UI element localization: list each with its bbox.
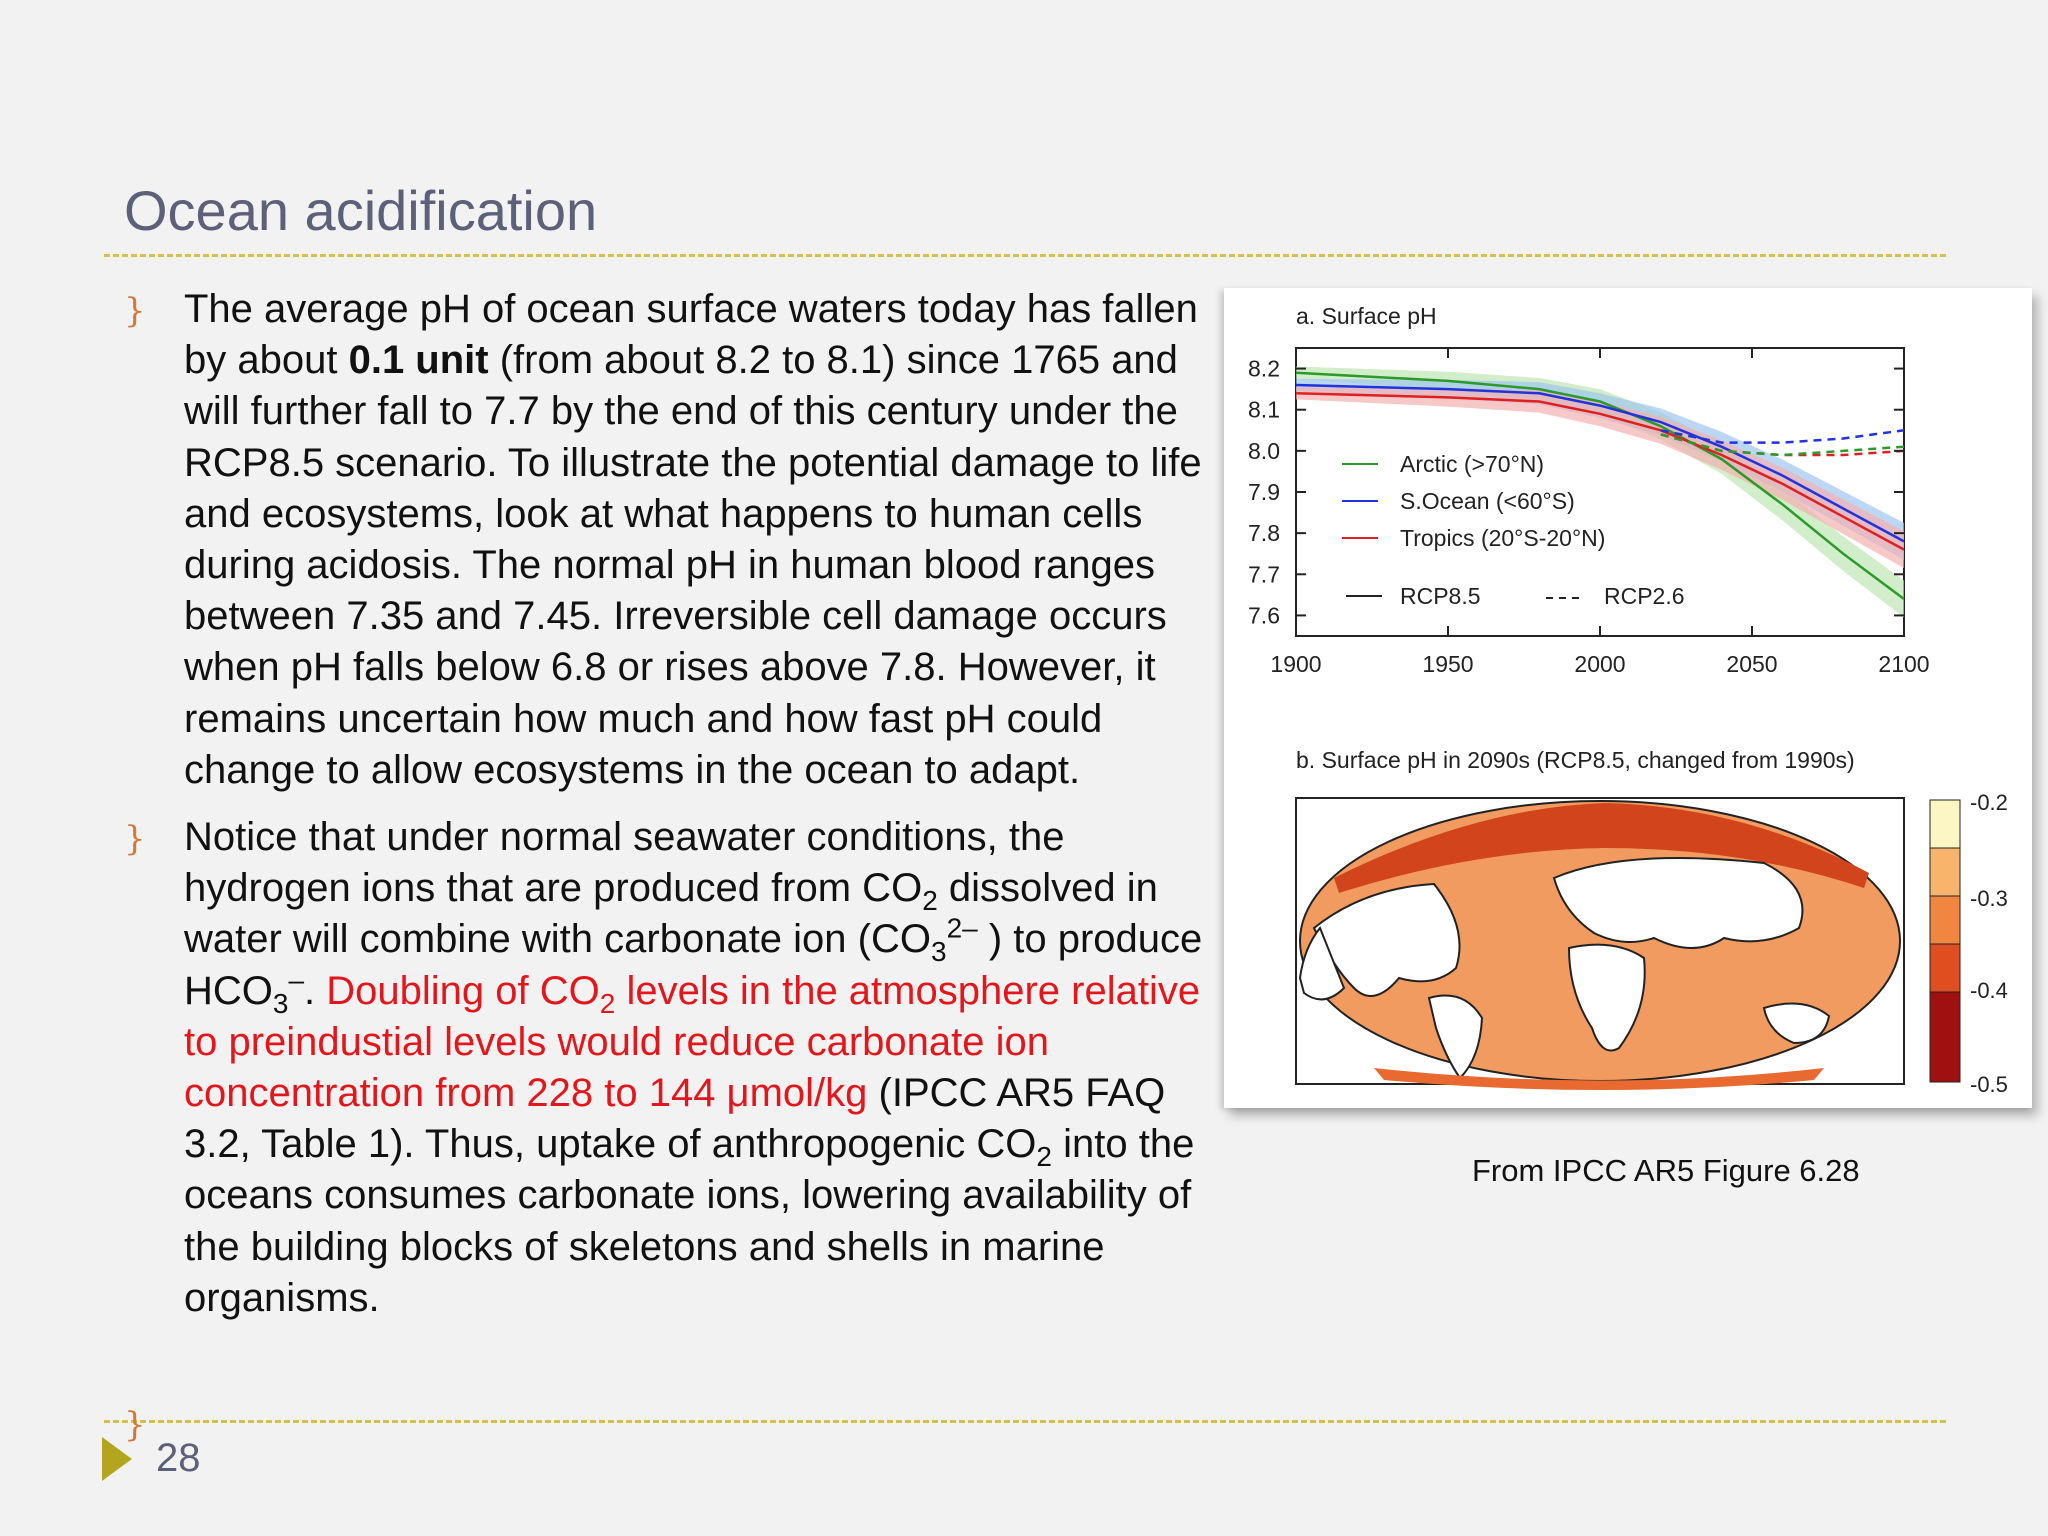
y-tick-label: 7.6 (1248, 602, 1280, 628)
series-line (1295, 383, 1905, 543)
bullet-2: } Notice that under normal seawater cond… (124, 815, 1203, 1320)
continent-south-america (1427, 994, 1484, 1080)
footer-divider (104, 1420, 1946, 1423)
legend-label-rcp85: RCP8.5 (1400, 583, 1481, 609)
panel-a-legend: Arctic (>70°N) S.Ocean (<60°S) Tropics (… (1342, 451, 1685, 609)
triangle-arrow-icon (102, 1437, 132, 1481)
y-tick-label: 7.8 (1248, 520, 1280, 546)
y-tick-label: 8.2 (1248, 356, 1280, 382)
legend-label-tropics: Tropics (20°S-20°N) (1400, 525, 1605, 551)
x-tick-label: 2050 (1726, 651, 1777, 677)
continent-east-asia (1298, 926, 1346, 1001)
world-map (1298, 800, 1901, 1090)
page-number: 28 (156, 1436, 201, 1480)
slide-title: Ocean acidification (124, 179, 598, 242)
colorbar-tick: -0.3 (1970, 886, 2008, 911)
uncertainty-band (1296, 387, 1904, 569)
uncertainty-bands (1296, 366, 1904, 618)
colorbar-swatch (1929, 991, 1961, 1083)
continent-australia (1762, 1002, 1831, 1045)
series-lines (1295, 371, 1905, 601)
figure-svg: a. Surface pH 1900 1950 2000 2050 2100 8.2 8.1… (1248, 303, 2008, 1097)
colorbar: -0.2 -0.3 -0.4 -0.5 (1929, 790, 2008, 1097)
legend-label-arctic: Arctic (>70°N) (1400, 451, 1544, 477)
x-tick-label: 1900 (1270, 651, 1321, 677)
x-tick-label: 1950 (1422, 651, 1473, 677)
y-tick-label: 7.7 (1248, 561, 1280, 587)
panel-a-axes: 1900 1950 2000 2050 2100 8.2 8.1 8.0 7.9 7.8 7.7 7.… (1248, 348, 1930, 677)
colorbar-swatch (1929, 847, 1961, 897)
ipcc-figure: a. Surface pH 1900 1950 2000 2050 2100 8.2 8.1… (1224, 288, 2032, 1108)
colorbar-swatch (1929, 943, 1961, 993)
panel-b-title: b. Surface pH in 2090s (RCP8.5, changed … (1296, 747, 1855, 773)
figure-caption: From IPCC AR5 Figure 6.28 (1472, 1153, 1860, 1188)
bullet-marker: } (124, 291, 146, 331)
y-tick-label: 7.9 (1248, 479, 1280, 505)
bullet-marker: } (124, 819, 146, 860)
continent-eurasia (1552, 857, 1804, 949)
colorbar-tick: -0.4 (1970, 978, 2008, 1003)
title-divider (104, 254, 1946, 257)
y-tick-label: 8.0 (1248, 438, 1280, 464)
colorbar-swatch (1929, 799, 1961, 849)
legend-label-southern-ocean: S.Ocean (<60°S) (1400, 488, 1575, 514)
colorbar-tick: -0.5 (1970, 1072, 2008, 1097)
bullet-1: } The average pH of ocean surface waters… (124, 287, 1202, 792)
colorbar-swatch (1929, 895, 1961, 945)
highlight-text: Doubling of CO2 levels in the atmosphere… (184, 968, 1201, 1116)
continent-africa (1567, 943, 1646, 1052)
x-tick-label: 2100 (1878, 651, 1929, 677)
continent-north-america (1312, 882, 1461, 997)
series-line (1295, 371, 1905, 601)
x-tick-label: 2000 (1574, 651, 1625, 677)
panel-a-title: a. Surface pH (1296, 303, 1437, 329)
colorbar-tick: -0.2 (1970, 790, 2008, 815)
footer-marker: } (124, 1405, 146, 1445)
slide-body: } The average pH of ocean surface waters… (124, 284, 1224, 1324)
y-tick-label: 8.1 (1248, 397, 1280, 423)
legend-label-rcp26: RCP2.6 (1604, 583, 1685, 609)
